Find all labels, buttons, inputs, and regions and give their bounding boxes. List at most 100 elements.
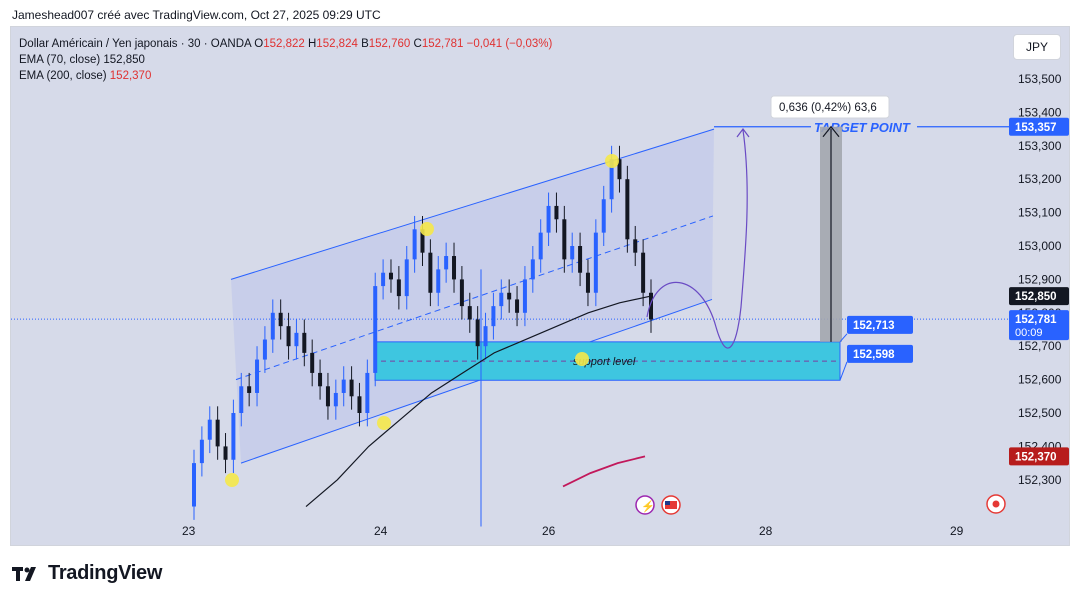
tradingview-logo[interactable]: TradingView (12, 562, 162, 585)
symbol-name[interactable]: Dollar Américain / Yen japonais · 30 · O… (19, 38, 252, 50)
candle-body (255, 359, 260, 393)
ema200-row[interactable]: EMA (200, close) 152,370 (19, 68, 552, 84)
swing-marker (575, 352, 589, 366)
candle-body (278, 312, 283, 327)
candle-body (625, 179, 630, 240)
candle-body (294, 332, 299, 347)
x-tick-label: 29 (950, 524, 964, 538)
last-price-tag-box (1009, 310, 1069, 341)
upper-zone-price-label: 152,713 (853, 320, 895, 332)
countdown-label: 00:09 (1015, 327, 1043, 339)
y-tick-label: 153,300 (1018, 139, 1062, 153)
candle-body (262, 339, 267, 360)
ohlc-low: 152,760 (368, 38, 411, 50)
lower-zone-connector (839, 361, 848, 381)
ema70-value: 152,850 (103, 54, 145, 66)
projected-path (646, 129, 748, 349)
candle-body (538, 232, 543, 260)
price-chart[interactable]: 153,500 153,400 153,300 153,200 153,100 153,0… (11, 27, 1070, 546)
candle-body (286, 326, 291, 347)
candle-body (554, 205, 559, 220)
candle-body (609, 159, 614, 200)
currency-button[interactable]: JPY (1013, 34, 1061, 60)
candle-body (475, 319, 480, 347)
alert-target-dot (992, 500, 1000, 508)
candle-body (578, 246, 583, 273)
ema200-price-tag: 152,370 (1015, 451, 1057, 463)
ohlc-open: 152,822 (263, 38, 305, 50)
measure-arrow-head (822, 125, 840, 138)
upper-zone-price-label-box (847, 315, 913, 334)
y-tick-label: 152,500 (1018, 406, 1062, 420)
lower-zone-price-label-box (847, 344, 913, 363)
candle-body (215, 419, 220, 447)
candle-body (270, 312, 275, 340)
candle-body (467, 306, 472, 320)
lightning-icon-glyph: ⚡ (641, 500, 655, 513)
candle-body (420, 229, 425, 253)
y-tick-label: 152,900 (1018, 272, 1062, 286)
candle-body (585, 272, 590, 293)
y-tick-label: 153,000 (1018, 239, 1062, 253)
candle-body (341, 379, 346, 393)
y-tick-label: 153,400 (1018, 105, 1062, 119)
candle-body (617, 159, 622, 180)
candle-body (302, 332, 307, 353)
candle-body (641, 252, 646, 293)
candle-body (593, 232, 598, 293)
candle-body (381, 272, 386, 287)
y-tick-label: 153,100 (1018, 206, 1062, 220)
candle-body (349, 379, 354, 397)
y-tick-label: 153,500 (1018, 72, 1062, 86)
ohlc-close: 152,781 (421, 38, 464, 50)
candle-body (452, 256, 457, 280)
y-tick-label: 152,300 (1018, 473, 1062, 487)
candle-body (483, 326, 488, 347)
candle-body (412, 229, 417, 260)
candle-body (365, 372, 370, 413)
candle-body (310, 352, 315, 373)
ohlc-open-label: O (254, 38, 264, 50)
x-tick-label: 24 (374, 524, 388, 538)
y-tick-label: 152,600 (1018, 373, 1062, 387)
swing-marker (377, 416, 391, 430)
candle-body (325, 386, 330, 407)
ema200-label: EMA (200, close) (19, 70, 107, 82)
candle-body (192, 463, 196, 507)
ohlc-change: −0,041 (−0,03%) (466, 38, 553, 50)
lightning-icon (635, 495, 655, 515)
us-flag-canton (665, 501, 670, 505)
candle-body (404, 259, 409, 297)
channel-fill (231, 129, 714, 464)
ohlc-high-label: H (307, 38, 317, 50)
candle-body (231, 413, 236, 460)
ohlc-low-label: B (361, 38, 369, 50)
candle-body (601, 199, 606, 233)
measure-label-box (770, 95, 890, 119)
ema70-row[interactable]: EMA (70, close) 152,850 (19, 52, 552, 68)
candle-body (499, 292, 504, 307)
swing-marker (420, 222, 434, 236)
candle-body (522, 279, 527, 313)
symbol-row: Dollar Américain / Yen japonais · 30 · O… (19, 36, 552, 52)
candle-body (649, 292, 653, 320)
target-price-tag: 153,357 (1015, 122, 1057, 134)
y-tick-label: 153,200 (1018, 172, 1062, 186)
candle-body (428, 252, 433, 293)
candle-body (546, 205, 551, 233)
candle-body (444, 256, 449, 270)
candle-body (333, 392, 338, 407)
target-price-tag-box (1009, 117, 1069, 136)
candle-body (223, 446, 228, 460)
candle-body (357, 396, 362, 413)
candle-body (633, 239, 638, 253)
ema70-price-tag-box (1009, 287, 1069, 306)
candle-body (491, 306, 496, 327)
projected-path-arrow (736, 128, 750, 138)
upper-zone-connector (839, 333, 848, 343)
candle-body (388, 272, 393, 280)
chart-panel[interactable]: 153,500 153,400 153,300 153,200 153,100 153,0… (10, 26, 1070, 546)
candle-body (507, 292, 512, 300)
swing-marker (605, 154, 619, 168)
